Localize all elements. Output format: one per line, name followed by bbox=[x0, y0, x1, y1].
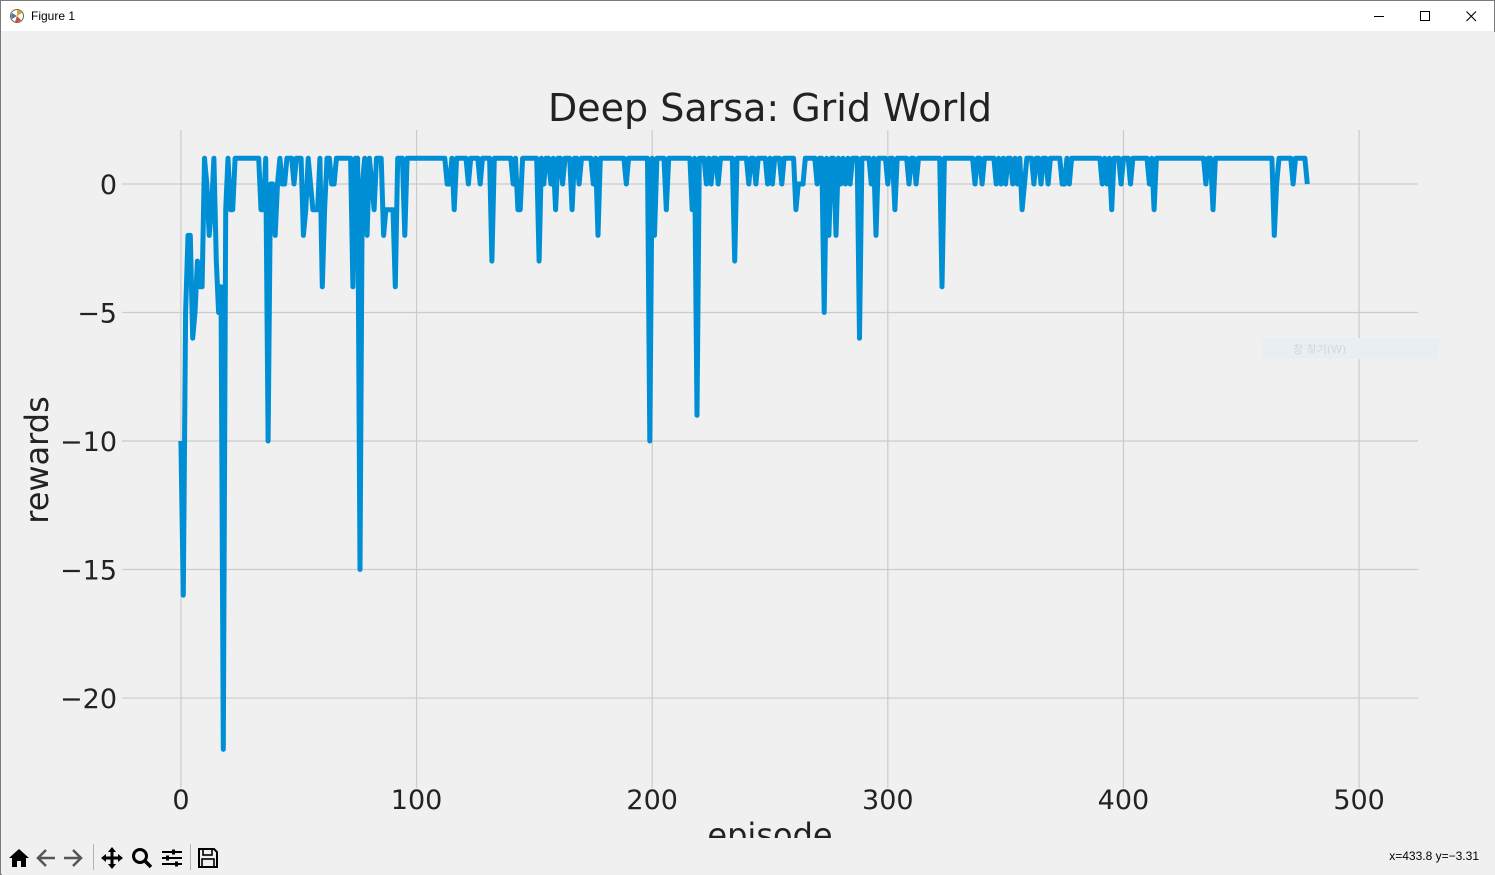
series-line bbox=[178, 155, 1310, 752]
line-chart: 0 100 200 300 400 500 0 −5 −10 −15 −20 Deep Sarsa:… bbox=[18, 86, 1418, 838]
y-tick-label: −20 bbox=[60, 684, 117, 715]
save-button[interactable] bbox=[195, 845, 221, 871]
save-icon bbox=[198, 848, 218, 868]
zoom-icon bbox=[132, 848, 153, 869]
x-tick-label: 0 bbox=[172, 785, 189, 816]
y-tick-label: −5 bbox=[77, 298, 117, 329]
pan-button[interactable] bbox=[99, 845, 125, 871]
chart-title: Deep Sarsa: Grid World bbox=[548, 86, 992, 130]
navigation-toolbar: x=433.8 y=−3.31 bbox=[2, 838, 1495, 875]
forward-button[interactable] bbox=[60, 845, 86, 871]
forward-icon bbox=[64, 849, 83, 867]
x-tick-label: 100 bbox=[391, 785, 443, 816]
configure-subplots-button[interactable] bbox=[159, 845, 185, 871]
y-tick-label: 0 bbox=[100, 170, 117, 201]
window-title: Figure 1 bbox=[31, 9, 76, 23]
maximize-icon bbox=[1420, 11, 1430, 21]
ghost-context-menu-item: 창 찾기(W) bbox=[1261, 338, 1439, 359]
maximize-button[interactable] bbox=[1402, 1, 1448, 31]
configure-subplots-icon bbox=[162, 849, 182, 867]
cursor-coordinates: x=433.8 y=−3.31 bbox=[1389, 849, 1479, 863]
toolbar-separator bbox=[93, 844, 94, 870]
minimize-button[interactable] bbox=[1356, 1, 1402, 31]
toolbar-separator bbox=[190, 844, 191, 870]
x-axis-label: episode bbox=[707, 816, 832, 838]
x-tick-label: 500 bbox=[1333, 785, 1385, 816]
title-bar[interactable]: Figure 1 bbox=[1, 1, 1494, 31]
figure-canvas[interactable]: 0 100 200 300 400 500 0 −5 −10 −15 −20 Deep Sarsa:… bbox=[2, 32, 1495, 838]
pan-icon bbox=[101, 847, 123, 869]
home-button[interactable] bbox=[6, 845, 32, 871]
x-tick-label: 200 bbox=[626, 785, 678, 816]
close-button[interactable] bbox=[1448, 1, 1494, 31]
minimize-icon bbox=[1374, 16, 1384, 17]
back-icon bbox=[36, 849, 55, 867]
ghost-menu-label: 창 찾기(W) bbox=[1293, 343, 1347, 356]
back-button[interactable] bbox=[33, 845, 59, 871]
home-icon bbox=[9, 849, 29, 867]
close-icon bbox=[1466, 11, 1477, 22]
y-axis-label: rewards bbox=[18, 396, 56, 524]
y-tick-label: −10 bbox=[60, 427, 117, 458]
x-tick-label: 400 bbox=[1098, 785, 1150, 816]
x-tick-label: 300 bbox=[862, 785, 914, 816]
matplotlib-app-icon bbox=[9, 8, 25, 24]
y-tick-label: −15 bbox=[60, 556, 117, 587]
zoom-button[interactable] bbox=[129, 845, 155, 871]
